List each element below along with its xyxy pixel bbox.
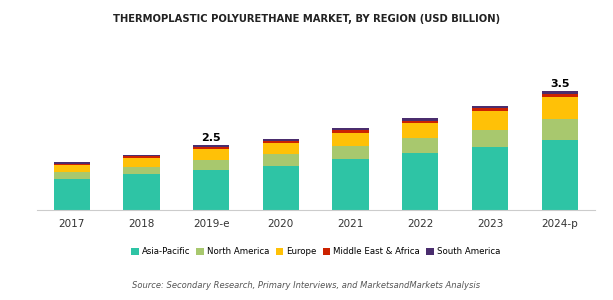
Legend: Asia-Pacific, North America, Europe, Middle East & Africa, South America: Asia-Pacific, North America, Europe, Mid… xyxy=(131,247,500,256)
Bar xyxy=(193,147,229,149)
Bar xyxy=(472,106,508,108)
Bar xyxy=(263,143,299,154)
Bar xyxy=(123,158,159,167)
Bar xyxy=(193,160,229,170)
Bar xyxy=(542,91,578,94)
Bar xyxy=(472,147,508,210)
Bar xyxy=(193,145,229,147)
Bar xyxy=(123,155,159,156)
Bar xyxy=(53,179,89,210)
Bar xyxy=(263,166,299,210)
Bar xyxy=(332,146,368,159)
Bar xyxy=(53,172,89,179)
Bar xyxy=(542,94,578,97)
Bar xyxy=(332,130,368,133)
Bar xyxy=(53,164,89,165)
Bar xyxy=(542,97,578,119)
Bar xyxy=(402,123,438,138)
Bar xyxy=(263,154,299,166)
Bar xyxy=(193,169,229,210)
Bar xyxy=(402,121,438,123)
Bar xyxy=(402,118,438,121)
Text: 2.5: 2.5 xyxy=(201,133,221,143)
Bar xyxy=(263,141,299,143)
Bar xyxy=(472,111,508,130)
Bar xyxy=(402,153,438,210)
Bar xyxy=(53,162,89,164)
Bar xyxy=(123,156,159,158)
Bar xyxy=(402,138,438,153)
Bar xyxy=(332,159,368,210)
Bar xyxy=(542,119,578,140)
Bar xyxy=(53,165,89,172)
Text: Source: Secondary Research, Primary Interviews, and MarketsandMarkets Analysis: Source: Secondary Research, Primary Inte… xyxy=(132,280,481,290)
Text: THERMOPLASTIC POLYURETHANE MARKET, BY REGION (USD BILLION): THERMOPLASTIC POLYURETHANE MARKET, BY RE… xyxy=(113,14,500,23)
Bar xyxy=(542,140,578,210)
Bar xyxy=(332,133,368,146)
Bar xyxy=(472,108,508,111)
Bar xyxy=(263,139,299,141)
Bar xyxy=(123,167,159,174)
Text: 3.5: 3.5 xyxy=(550,79,569,89)
Bar xyxy=(332,128,368,130)
Bar xyxy=(472,130,508,147)
Bar xyxy=(193,149,229,160)
Bar xyxy=(123,174,159,210)
